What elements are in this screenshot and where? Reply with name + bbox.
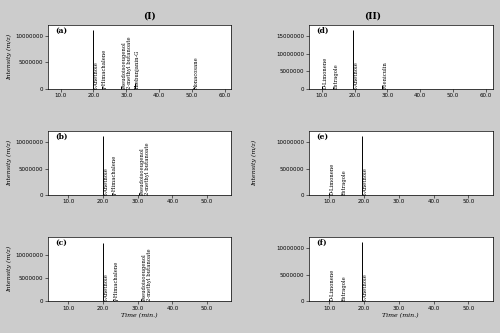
Y-axis label: Intensity (m/z): Intensity (m/z) [8,140,12,186]
Text: Foeniculin: Foeniculin [383,61,388,89]
X-axis label: Time (min.): Time (min.) [121,313,158,318]
Text: γ-Himachalene: γ-Himachalene [112,154,117,195]
Text: (a): (a) [55,27,67,35]
Text: γ-Himachalene: γ-Himachalene [114,260,119,301]
Text: t-Anethole: t-Anethole [104,273,108,301]
Text: t-Anethole: t-Anethole [104,167,108,195]
Text: (II): (II) [364,12,381,21]
Text: Pseudoisoeugenol
2-methyl butanoate: Pseudoisoeugenol 2-methyl butanoate [142,248,152,301]
X-axis label: Time (min.): Time (min.) [382,313,419,318]
Text: Pseudoisoeugenol
2-methyl butanoate: Pseudoisoeugenol 2-methyl butanoate [122,36,132,89]
Text: Thebunjanin-G: Thebunjanin-G [135,49,140,89]
Text: (f): (f) [316,239,326,247]
Text: (d): (d) [316,27,328,35]
Text: Estragole: Estragole [342,275,347,301]
Text: (e): (e) [316,133,328,141]
Text: (I): (I) [144,12,156,21]
Y-axis label: Intensity (m/z): Intensity (m/z) [8,34,12,80]
Text: t-Anethole: t-Anethole [94,61,99,89]
Text: Pseudoisoeugenol
2-methyl butanoate: Pseudoisoeugenol 2-methyl butanoate [140,142,150,195]
Text: Estragole: Estragole [342,169,347,195]
Text: (b): (b) [55,133,68,141]
Text: (c): (c) [55,239,66,247]
Text: D-Limonene: D-Limonene [330,268,335,301]
Text: t-Anethole: t-Anethole [363,167,368,195]
Y-axis label: Intensity (m/z): Intensity (m/z) [8,246,12,292]
Text: D-Limonene: D-Limonene [330,162,335,195]
Text: Nonacosane: Nonacosane [194,56,199,89]
Text: t-Anethole: t-Anethole [363,273,368,301]
Text: D-Limonene: D-Limonene [322,56,327,89]
Text: t-Anethole: t-Anethole [354,61,358,89]
Text: Intensity (m/z): Intensity (m/z) [252,140,256,186]
Text: Estragole: Estragole [334,63,338,89]
Text: γ-Himachalene: γ-Himachalene [102,48,107,89]
